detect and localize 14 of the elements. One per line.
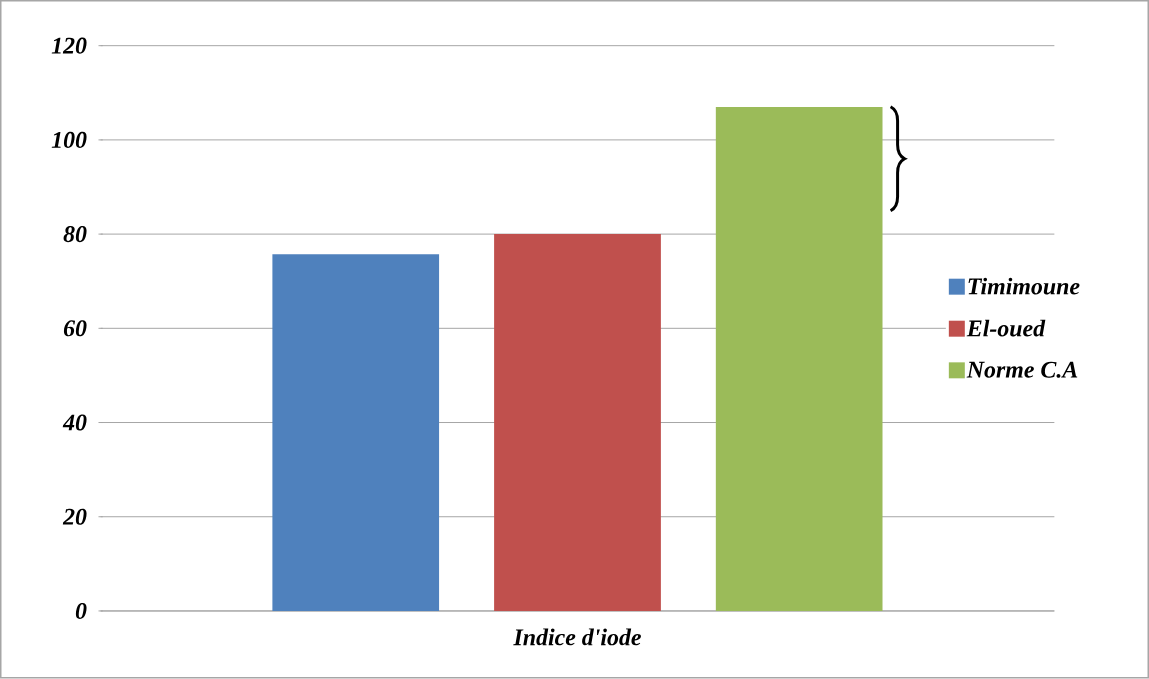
- y-tick-label: 40: [62, 414, 87, 431]
- legend-label: Norme C.A: [966, 361, 1078, 379]
- bar: [715, 107, 883, 612]
- y-tick-label: 0: [75, 603, 87, 620]
- legend-label: Timimoune: [968, 277, 1080, 295]
- legend-label: El-oued: [966, 319, 1046, 337]
- y-tick-label: 120: [51, 37, 87, 54]
- y-tick-label: 60: [63, 320, 87, 337]
- y-tick-label: 20: [62, 508, 87, 525]
- x-tick-label: Indice d'iode: [513, 628, 641, 646]
- y-tick-label: 80: [63, 226, 87, 243]
- bar: [494, 234, 661, 612]
- y-tick-label: 100: [51, 132, 87, 149]
- bar: [272, 254, 440, 612]
